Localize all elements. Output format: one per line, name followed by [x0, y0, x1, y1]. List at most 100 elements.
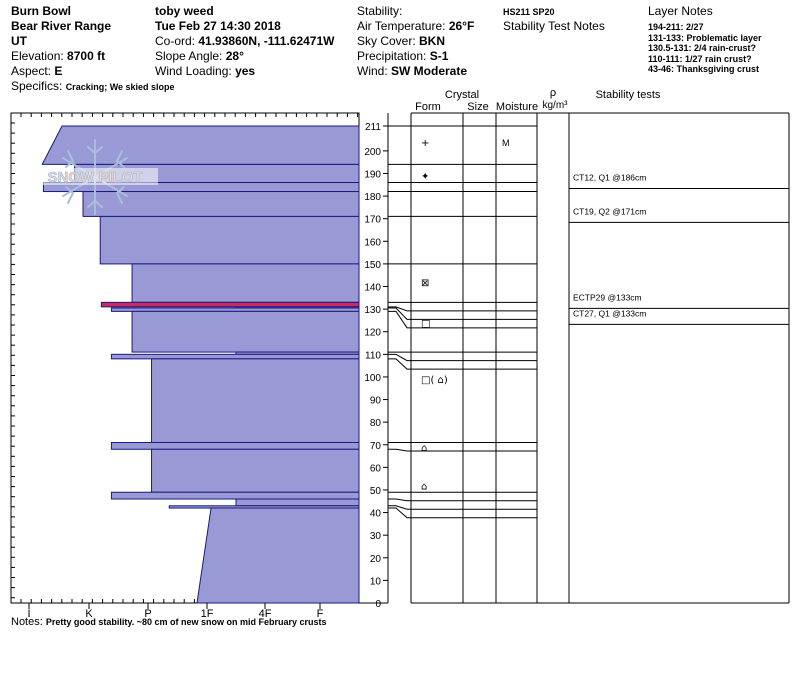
height-tick-label: 140 — [364, 283, 381, 294]
grain-form-symbol: ⌂ — [421, 443, 427, 454]
column-header-crystal: Crystal — [445, 89, 479, 101]
hardness-tick-label: I — [27, 608, 30, 620]
snow-layer — [110, 353, 360, 360]
header-col-layer-notes: Layer Notes 194-211: 2/27 131-133: Probl… — [648, 4, 762, 75]
moisture-value: M — [502, 138, 510, 148]
snow-layer — [100, 301, 360, 308]
coordinates: Co-ord: 41.93860N, -111.62471W — [155, 34, 335, 48]
wind: Wind: SW Moderate — [357, 64, 468, 78]
grain-form-symbol: ⌂ — [421, 481, 427, 492]
height-tick-label: 180 — [364, 192, 381, 203]
height-tick-label: 211 — [365, 122, 381, 133]
observer-name: toby weed — [155, 4, 214, 18]
stability-test-label: CT19, Q2 @171cm — [573, 206, 646, 216]
snow-layer — [99, 215, 360, 265]
precipitation: Precipitation: S-1 — [357, 49, 449, 63]
height-tick-label: 90 — [370, 396, 382, 407]
height-tick-label: 190 — [364, 169, 381, 180]
elevation: Elevation: 8700 ft — [11, 49, 106, 63]
snow-layer — [110, 441, 360, 450]
height-tick-label: 160 — [364, 237, 381, 248]
header-col-site: Burn Bowl Bear River Range UT Elevation:… — [11, 4, 175, 94]
logo-text: SNOW PILOT — [48, 169, 143, 186]
height-tick-label: 60 — [370, 463, 382, 474]
grain-form-symbol: □( ⌂) — [421, 375, 448, 386]
column-header-stability-tests: Stability tests — [596, 89, 661, 101]
hardness-tick-label: P — [144, 608, 151, 620]
layer-connector — [388, 306, 411, 312]
snowpilot-logo: SNOW PILOT — [32, 139, 158, 215]
range-name: Bear River Range — [11, 19, 112, 33]
layer-note: 194-211: 2/27 — [648, 22, 704, 32]
stability-label: Stability: — [357, 4, 403, 18]
height-tick-label: 70 — [370, 441, 382, 452]
observation-datetime: Tue Feb 27 14:30 2018 — [155, 19, 281, 33]
snow-layer — [196, 507, 360, 604]
grain-form-symbol: ✦ — [421, 172, 429, 183]
height-tick-label: 150 — [364, 260, 381, 271]
column-header-rho: ρ — [550, 87, 556, 99]
stability-test-label: ECTP29 @133cm — [573, 292, 642, 302]
layer-notes-title: Layer Notes — [648, 4, 713, 18]
height-tick-label: 40 — [370, 509, 382, 520]
height-tick-label: 200 — [364, 147, 381, 158]
hardness-tick-label: 4F — [259, 608, 272, 620]
layer-connector — [388, 507, 411, 519]
header-col-weather: Stability: Air Temperature: 26°F Sky Cov… — [357, 4, 474, 79]
hardness-tick-label: F — [317, 608, 324, 620]
layer-note: 130.5-131: 2/4 rain-crust? — [648, 43, 757, 53]
column-header-moisture: Moisture — [496, 101, 538, 113]
grain-form-symbol: □ — [421, 319, 430, 330]
notes-label: Notes: — [11, 616, 46, 628]
grain-form-symbol: + — [421, 138, 429, 149]
height-tick-label: 80 — [370, 418, 382, 429]
column-header-form: Form — [415, 101, 441, 113]
hardness-tick-label: K — [85, 608, 93, 620]
specifics: Specifics: Cracking; We skied slope — [11, 79, 175, 93]
header-col-observer: toby weed Tue Feb 27 14:30 2018 Co-ord: … — [155, 4, 334, 79]
layer-notes-list: 194-211: 2/27 131-133: Problematic layer… — [648, 22, 762, 75]
sky-cover: Sky Cover: BKN — [357, 34, 446, 48]
snow-layer — [110, 491, 360, 500]
layer-note: 131-133: Problematic layer — [648, 32, 762, 43]
snow-layer — [235, 498, 360, 507]
height-tick-label: 100 — [364, 373, 381, 384]
stability-notes-title: Stability Test Notes — [503, 19, 605, 33]
location-name: Burn Bowl — [11, 4, 71, 18]
state-name: UT — [11, 34, 27, 48]
height-tick-label: 170 — [364, 215, 381, 226]
snow-layer — [110, 307, 360, 312]
height-tick-label: 10 — [370, 576, 382, 587]
height-tick-label: 120 — [364, 328, 381, 339]
snow-layer — [151, 448, 360, 493]
height-tick-label: 110 — [365, 350, 381, 361]
snow-layer — [151, 358, 360, 443]
layer-note: 110-111: 1/27 rain crust? — [648, 53, 752, 64]
wind-loading: Wind Loading: yes — [155, 64, 256, 78]
stability-test-label: CT27, Q1 @133cm — [573, 308, 646, 318]
layer-connector — [388, 310, 411, 329]
snow-layer — [131, 263, 360, 303]
snow-layer — [131, 310, 360, 353]
layer-connector — [388, 353, 411, 362]
air-temperature: Air Temperature: 26°F — [357, 19, 475, 33]
hardness-tick-label: 1F — [201, 608, 214, 620]
column-header-size: Size — [467, 101, 488, 113]
notes-text: Pretty good stability. ~80 cm of new sno… — [45, 617, 327, 627]
column-header-density-unit: kg/m³ — [543, 100, 569, 111]
stability-test-label: CT12, Q1 @186cm — [573, 173, 646, 183]
height-tick-label: 130 — [364, 305, 381, 316]
hs-code: HS211 SP20 — [503, 7, 555, 17]
height-tick-label: 50 — [370, 486, 382, 497]
layer-connector — [388, 307, 411, 320]
layer-connector — [388, 448, 411, 452]
grain-form-symbol: ⊠ — [421, 278, 429, 289]
height-tick-label: 0 — [375, 599, 381, 610]
slope-angle: Slope Angle: 28° — [155, 49, 244, 63]
header-col-stability-notes: HS211 SP20 Stability Test Notes — [503, 4, 605, 34]
height-tick-label: 20 — [370, 554, 382, 565]
layer-connector — [388, 498, 411, 502]
layer-connector — [388, 358, 411, 370]
layer-note: 43-46: Thanksgiving crust — [648, 64, 760, 74]
